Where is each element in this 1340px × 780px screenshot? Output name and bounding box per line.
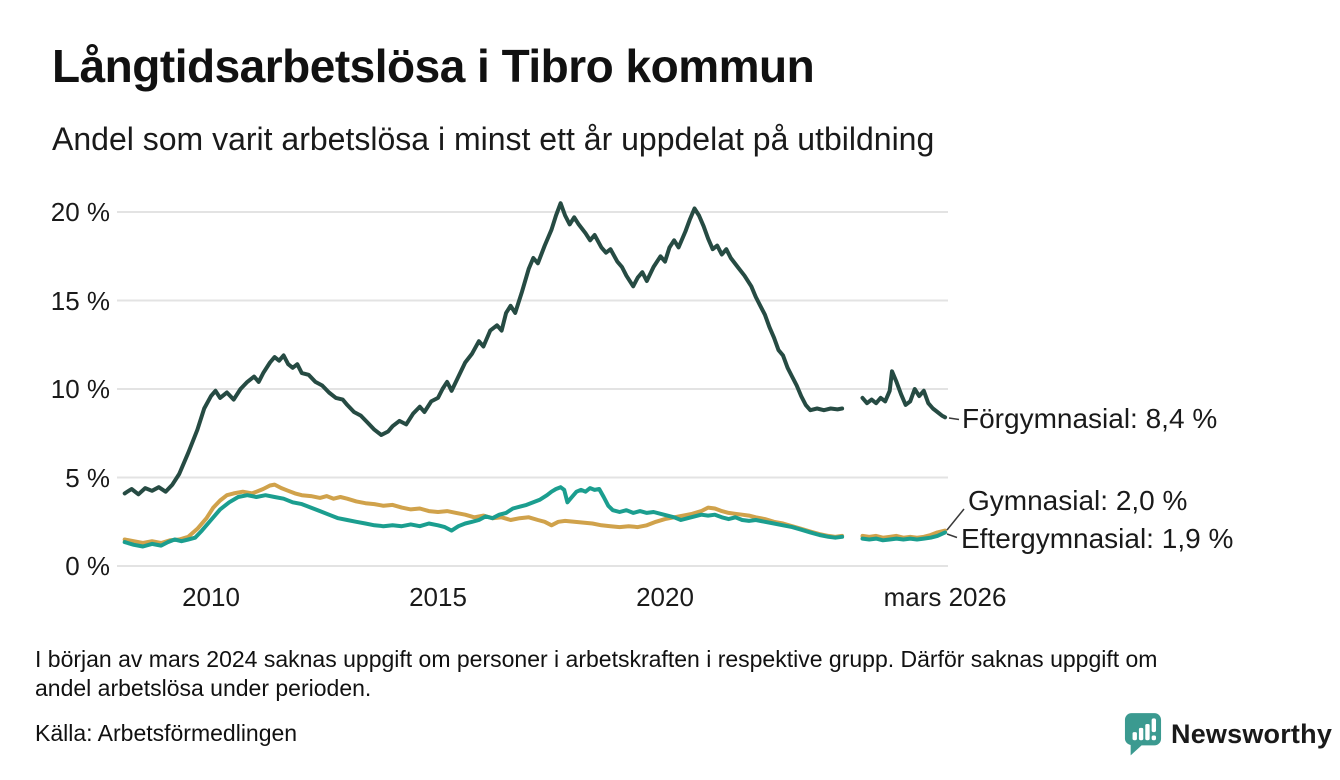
footnote-line-2: andel arbetslösa under perioden. <box>35 675 372 701</box>
x-tick-label: 2010 <box>182 582 240 612</box>
page-title: Långtidsarbetslösa i Tibro kommun <box>52 40 815 92</box>
newsworthy-logo-text: Newsworthy <box>1171 718 1333 749</box>
series-line-forgymnasial <box>122 201 845 497</box>
y-tick-label: 10 % <box>50 374 110 404</box>
series-line-forgymnasial <box>860 369 948 420</box>
y-tick-label: 0 % <box>65 551 110 581</box>
footnote: I början av mars 2024 saknas uppgift om … <box>35 645 1157 703</box>
label-connector <box>948 417 960 421</box>
chart-subtitle: Andel som varit arbetslösa i minst ett å… <box>52 121 935 157</box>
footnote-line-1: I början av mars 2024 saknas uppgift om … <box>35 646 1158 672</box>
x-tick-label: 2015 <box>409 582 467 612</box>
label-connector <box>946 508 965 531</box>
series-line-eftergymnasial <box>860 530 948 543</box>
newsworthy-logo-icon <box>1124 712 1162 755</box>
x-tick-label: mars 2026 <box>883 582 1007 612</box>
series-line-gymnasial <box>122 482 845 545</box>
x-tick-label: 2020 <box>636 582 694 612</box>
newsworthy-logo: Newsworthy <box>1124 710 1332 758</box>
source-attribution: Källa: Arbetsförmedlingen <box>35 720 298 746</box>
series-line-eftergymnasial <box>122 485 845 549</box>
series-label-gymnasial: Gymnasial: 2,0 % <box>968 485 1188 516</box>
y-tick-label: 15 % <box>50 285 110 316</box>
label-connector <box>946 533 958 539</box>
y-tick-label: 20 % <box>50 197 110 227</box>
series-label-eftergymnasial: Eftergymnasial: 1,9 % <box>961 523 1234 554</box>
series-label-forgymnasial: Förgymnasial: 8,4 % <box>962 403 1218 434</box>
y-tick-label: 5 % <box>65 462 110 493</box>
